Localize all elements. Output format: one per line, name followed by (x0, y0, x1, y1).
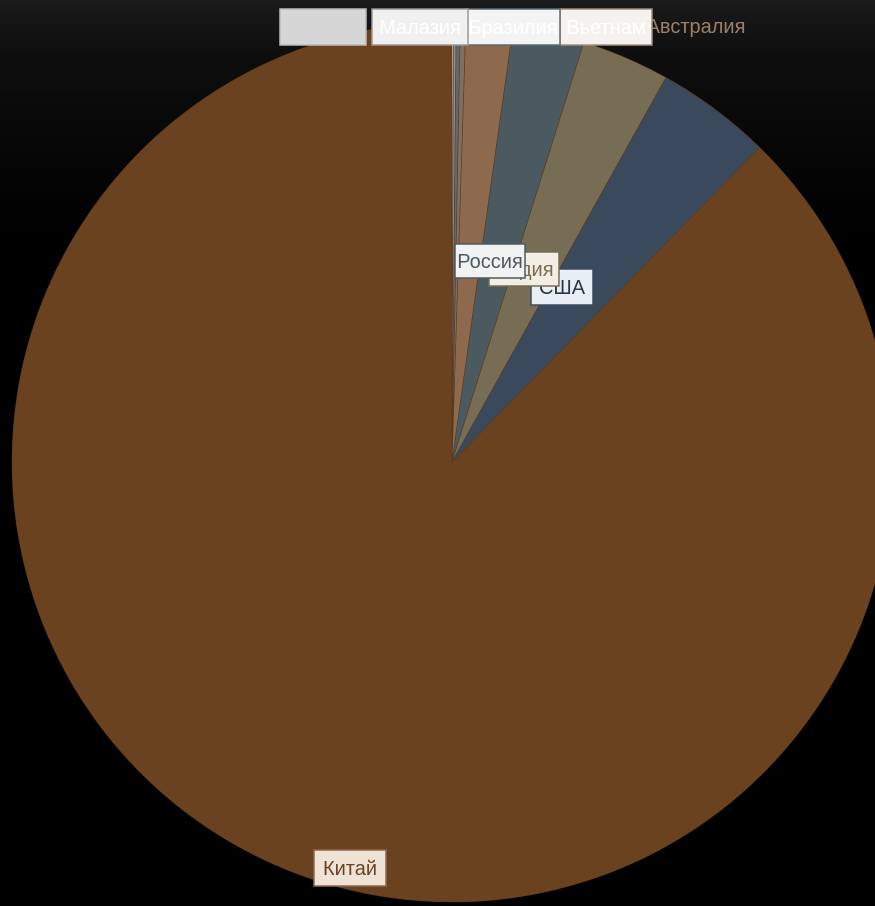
data-label-text: Китай (323, 858, 377, 880)
data-label-text: Россия (457, 251, 523, 273)
data-label-text: Вьетнам (566, 17, 645, 39)
data-label-box (371, 8, 469, 46)
labels-layer: КитайСШАИндияРоссияАвстралияВьетнамБрази… (279, 8, 746, 887)
data-label-Китай: Китай (313, 849, 387, 887)
data-label-box (465, 8, 561, 46)
data-label-Австралия: Австралия (647, 16, 746, 38)
data-label-Малазия: Малазия (371, 8, 469, 46)
pie-slice-Китай (11, 21, 875, 903)
pie-slice-США (451, 77, 761, 463)
data-label-box (313, 849, 387, 887)
data-label-box (454, 243, 526, 279)
data-label-text: Бразилия (468, 17, 557, 39)
data-label-blank (279, 8, 367, 46)
data-label-Вьетнам: Вьетнам (559, 8, 653, 46)
data-label-box (279, 8, 367, 46)
data-label-Россия: Россия (454, 243, 526, 279)
data-label-text: Малазия (379, 17, 461, 39)
data-label-Бразилия: Бразилия (465, 8, 561, 46)
slices-layer (11, 21, 875, 903)
data-label-text: Австралия (647, 16, 746, 38)
